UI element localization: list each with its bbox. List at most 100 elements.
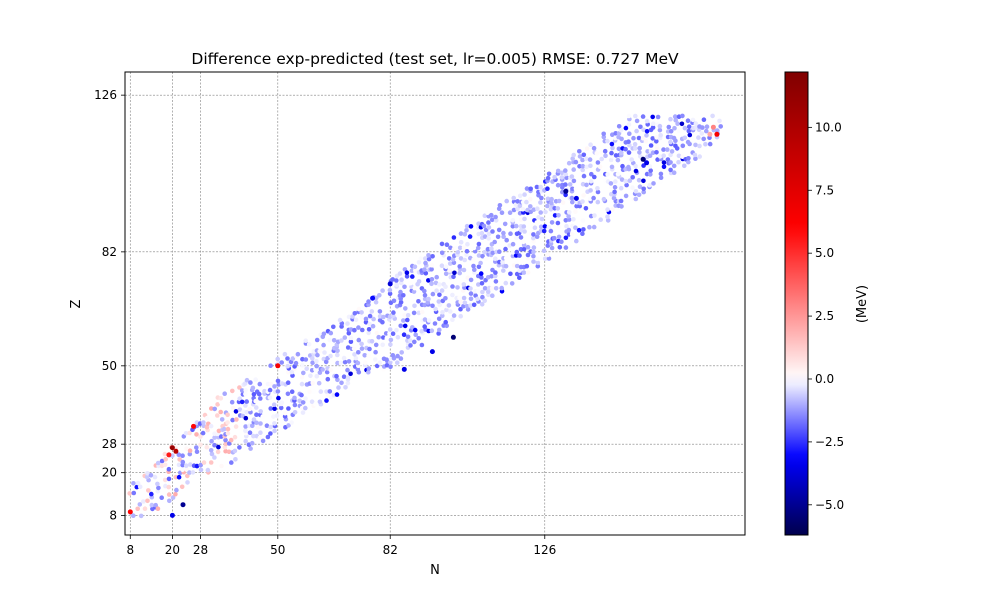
scatter-point	[493, 273, 498, 279]
scatter-point	[170, 495, 176, 500]
scatter-point	[545, 203, 550, 209]
scatter-point	[556, 198, 562, 204]
scatter-point	[471, 302, 477, 308]
scatter-point	[701, 117, 707, 122]
scatter-point-notable	[169, 445, 175, 451]
scatter-point	[476, 221, 481, 226]
scatter-point	[335, 352, 340, 358]
scatter-point	[457, 270, 463, 276]
scatter-point	[626, 150, 632, 155]
scatter-point	[244, 410, 249, 415]
scatter-point	[630, 175, 635, 180]
scatter-point	[218, 409, 223, 415]
scatter-point	[486, 220, 491, 225]
scatter-point-notable	[644, 160, 650, 166]
scatter-point	[346, 314, 352, 320]
scatter-point	[244, 399, 249, 404]
scatter-point	[489, 274, 494, 279]
scatter-point	[370, 323, 376, 329]
scatter-point	[313, 402, 318, 407]
scatter-point	[682, 135, 688, 141]
scatter-point	[258, 430, 263, 436]
scatter-point	[559, 239, 564, 244]
scatter-point	[476, 253, 482, 258]
scatter-point	[457, 295, 462, 300]
scatter-point	[373, 299, 379, 305]
scatter-point	[555, 220, 561, 226]
scatter-point	[650, 125, 656, 130]
scatter-point	[268, 431, 273, 436]
scatter-point	[250, 423, 255, 429]
scatter-point	[511, 195, 516, 201]
scatter-point	[661, 153, 666, 158]
scatter-point	[297, 398, 303, 404]
scatter-point	[462, 300, 468, 306]
scatter-point	[201, 460, 207, 465]
scatter-point	[209, 406, 214, 411]
scatter-point	[545, 175, 551, 181]
scatter-point	[338, 360, 344, 366]
scatter-point	[650, 114, 655, 120]
scatter-point	[654, 139, 659, 144]
scatter-point	[654, 150, 659, 155]
scatter-point	[366, 369, 371, 375]
scatter-point	[601, 131, 606, 137]
scatter-point	[275, 389, 281, 394]
scatter-point	[253, 377, 258, 382]
scatter-point	[229, 399, 235, 405]
scatter-point	[394, 278, 399, 283]
scatter-point	[601, 196, 607, 202]
scatter-point	[687, 132, 693, 138]
scatter-point	[514, 271, 520, 277]
scatter-point	[564, 223, 569, 229]
scatter-point	[673, 117, 678, 123]
scatter-point	[395, 353, 400, 359]
scatter-point	[419, 309, 425, 315]
scatter-point	[605, 172, 610, 177]
scatter-point	[517, 193, 523, 199]
scatter-point	[411, 289, 417, 294]
scatter-point	[355, 360, 361, 366]
scatter-point	[528, 186, 533, 192]
scatter-point	[432, 321, 438, 326]
scatter-point	[360, 327, 365, 333]
scatter-point	[555, 168, 561, 174]
scatter-point	[613, 153, 619, 158]
scatter-point	[693, 142, 698, 148]
scatter-point	[248, 380, 253, 385]
scatter-point	[531, 253, 536, 259]
scatter-point	[564, 175, 569, 181]
scatter-point	[458, 306, 463, 312]
scatter-point	[525, 255, 531, 261]
scatter-point	[658, 133, 663, 138]
scatter-point	[645, 149, 650, 154]
scatter-point	[218, 434, 224, 439]
scatter-point	[408, 280, 413, 286]
scatter-point	[149, 491, 154, 497]
scatter-point	[535, 260, 541, 266]
scatter-point	[300, 362, 305, 368]
scatter-point	[589, 171, 594, 177]
scatter-point	[490, 293, 495, 299]
scatter-point	[647, 164, 653, 169]
scatter-point	[563, 168, 568, 173]
scatter-point	[503, 263, 509, 269]
scatter-point	[345, 345, 351, 350]
scatter-point	[271, 402, 277, 408]
scatter-point	[603, 153, 608, 159]
scatter-point	[588, 179, 594, 184]
scatter-point	[514, 235, 519, 241]
scatter-point	[247, 406, 252, 412]
scatter-point	[434, 274, 440, 280]
scatter-point	[342, 359, 348, 365]
scatter-point	[233, 457, 238, 462]
y-axis-label: Z	[69, 299, 84, 308]
scatter-point	[403, 306, 408, 311]
scatter-point	[475, 245, 481, 251]
scatter-point	[595, 189, 601, 195]
scatter-point	[356, 306, 362, 312]
scatter-point	[243, 415, 249, 421]
scatter-point	[492, 239, 498, 245]
scatter-point	[185, 480, 190, 485]
scatter-point	[260, 438, 266, 444]
